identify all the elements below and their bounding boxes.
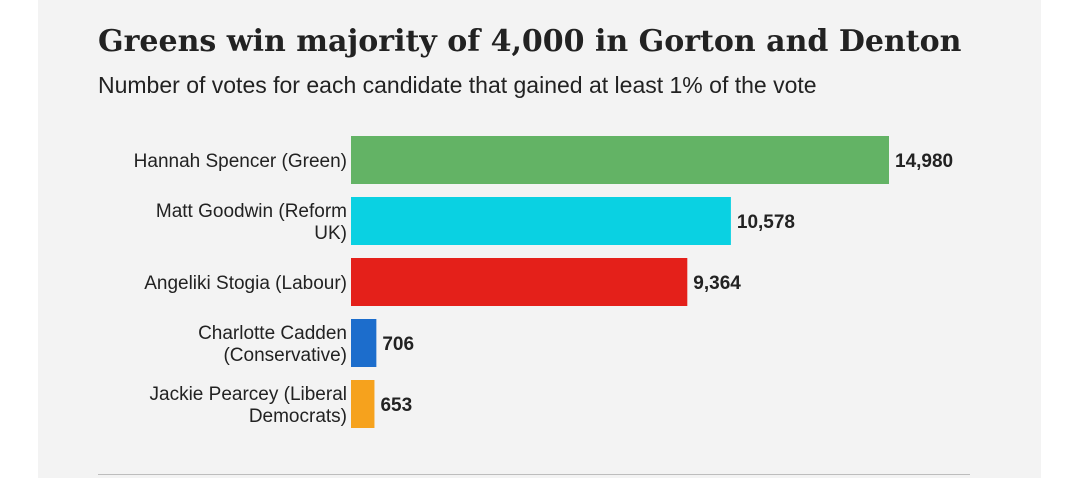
bar-2	[351, 258, 688, 306]
value-label-1: 10,578	[737, 212, 795, 233]
category-label-3: Charlotte Cadden (Conservative)	[198, 323, 347, 366]
chart-subtitle: Number of votes for each candidate that …	[98, 72, 817, 98]
value-label-3: 706	[382, 334, 414, 355]
category-label-0: Hannah Spencer (Green)	[134, 151, 347, 172]
chart-title: Greens win majority of 4,000 in Gorton a…	[98, 24, 962, 59]
bar-3	[351, 319, 377, 367]
value-label-4: 653	[380, 395, 412, 416]
bar-4	[351, 380, 375, 428]
category-label-4: Jackie Pearcey (Liberal Democrats)	[150, 384, 347, 427]
value-label-2: 9,364	[693, 273, 741, 294]
bar-1	[351, 197, 731, 245]
bottom-divider	[98, 474, 970, 475]
category-label-2: Angeliki Stogia (Labour)	[144, 273, 347, 294]
value-label-0: 14,980	[895, 151, 953, 172]
category-label-1: Matt Goodwin (Reform UK)	[156, 201, 347, 244]
bar-0	[351, 136, 889, 184]
